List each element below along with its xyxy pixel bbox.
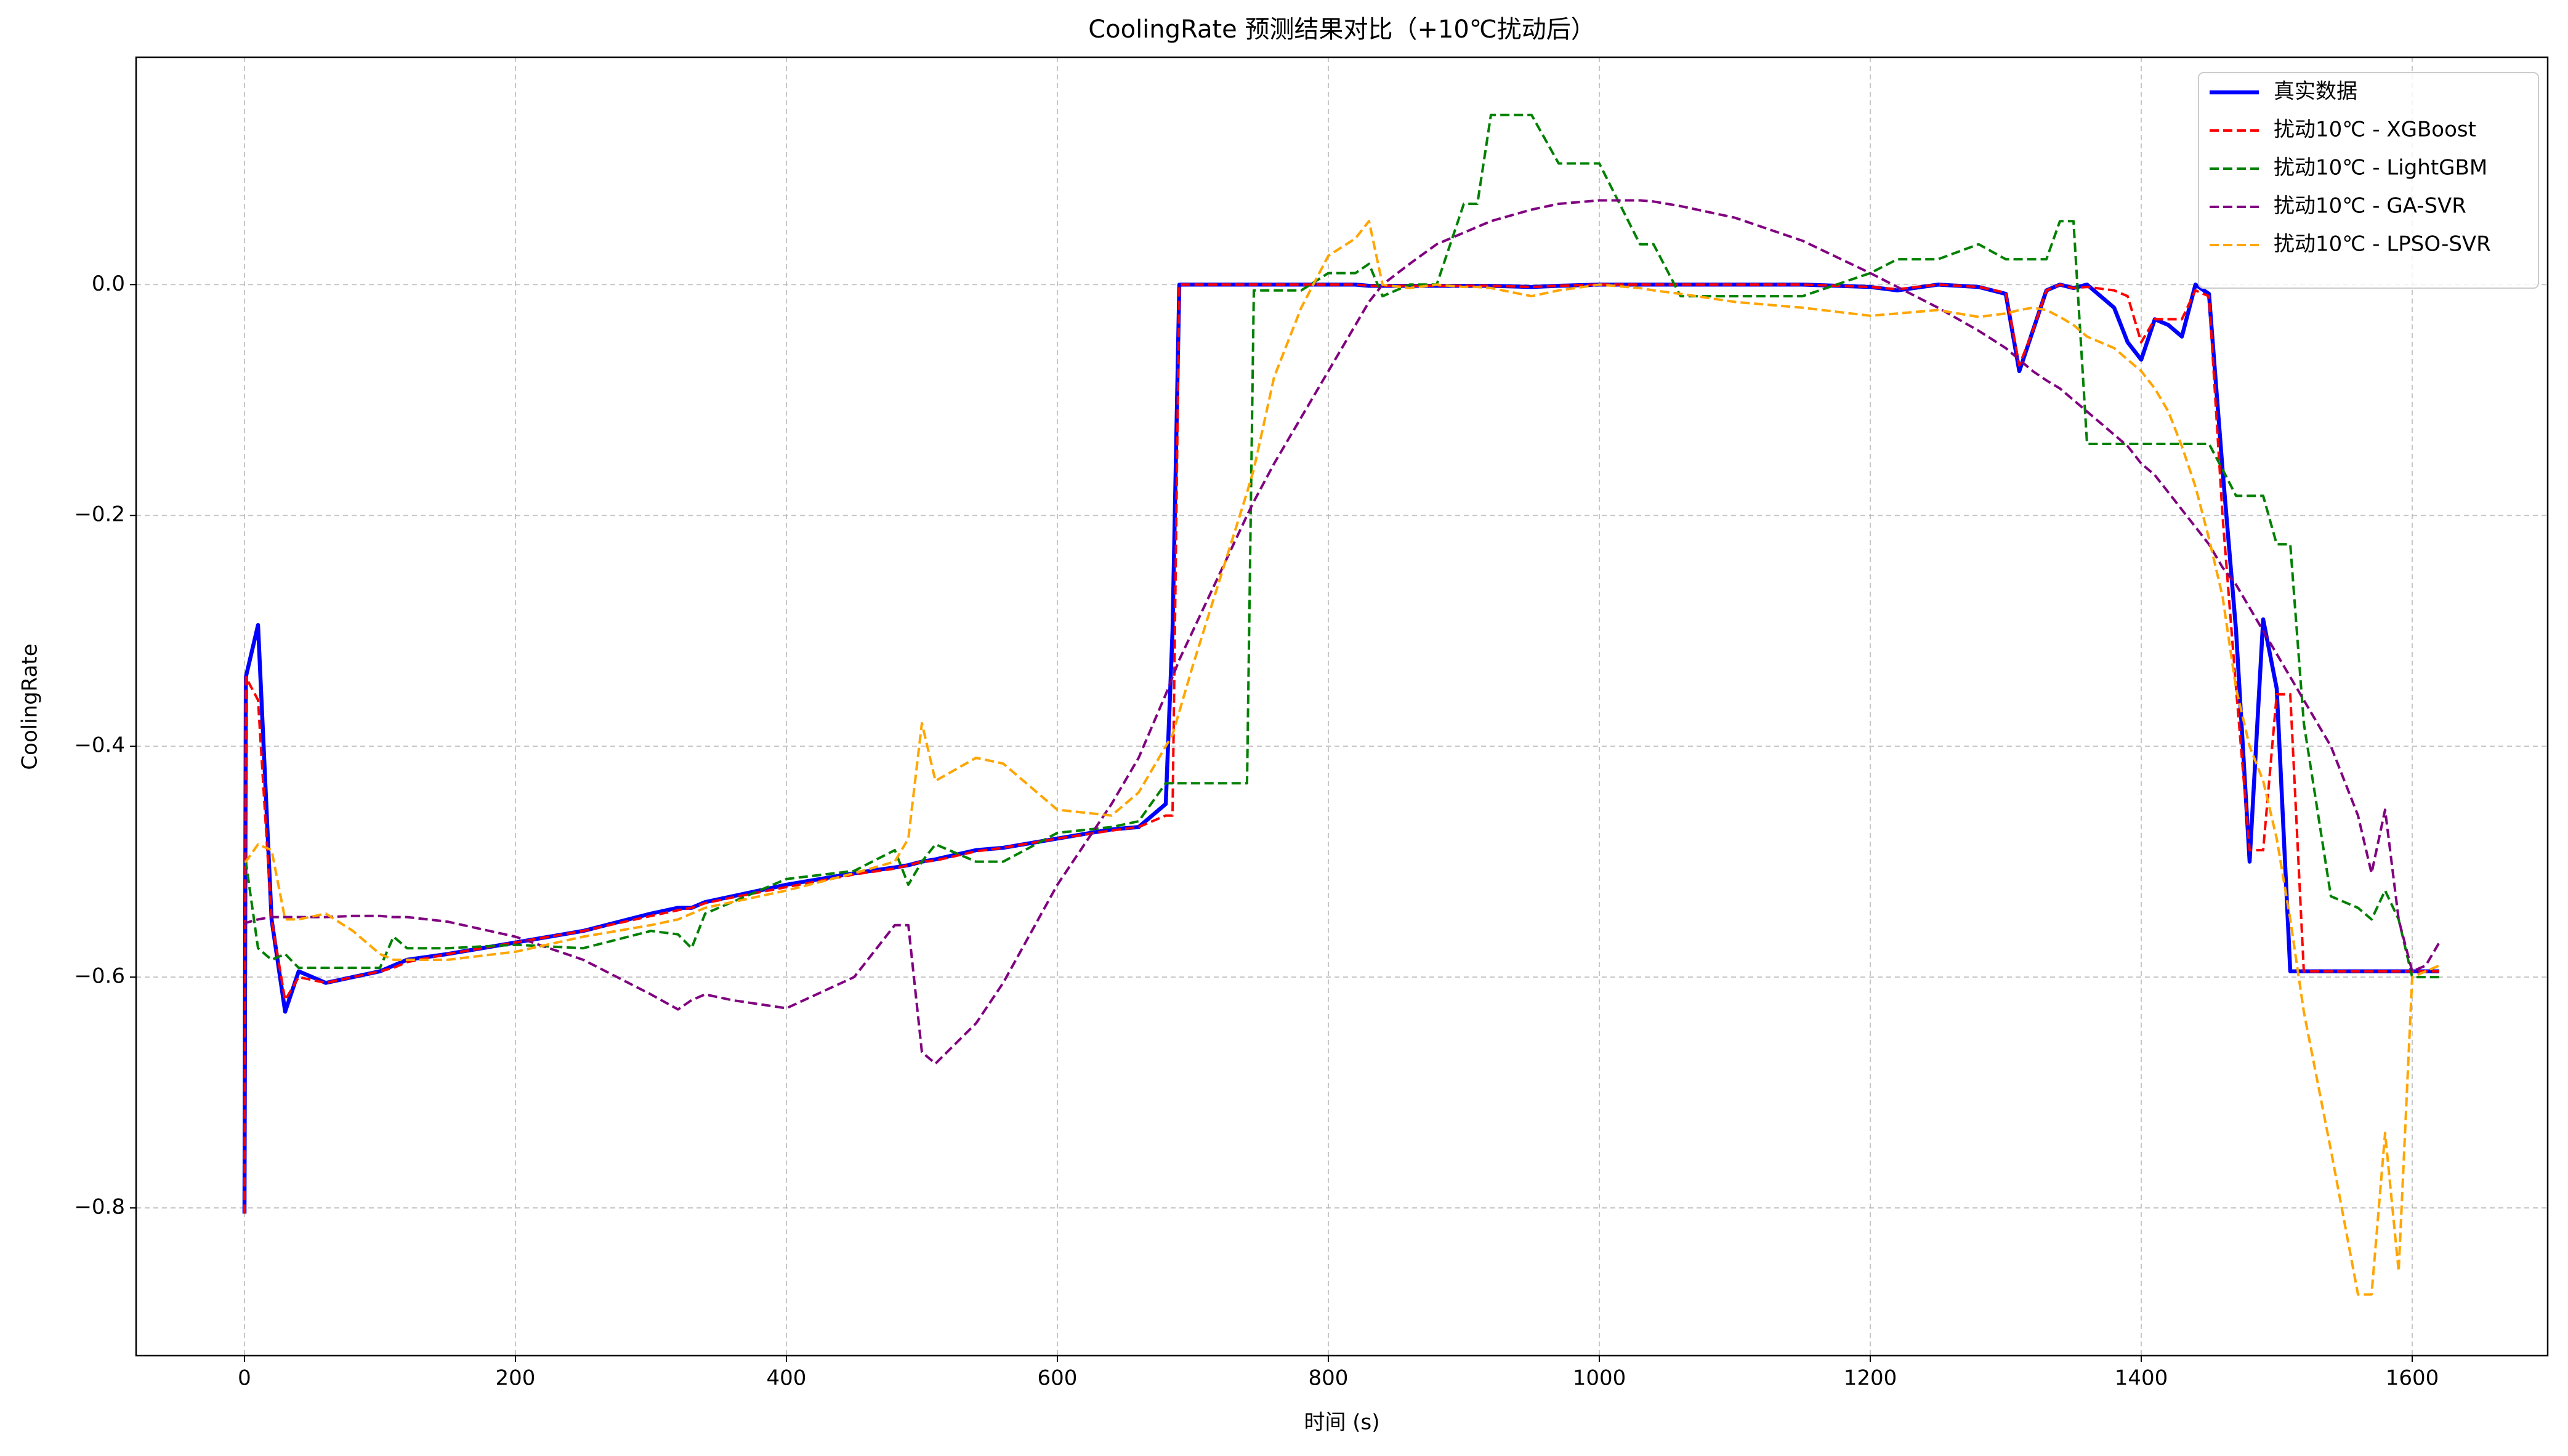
y-tick-label: 0.0 [92, 271, 125, 296]
x-tick-label: 0 [238, 1366, 251, 1391]
data-line [243, 199, 2441, 1065]
x-tick-label: 1600 [2386, 1366, 2439, 1391]
x-axis-label: 时间 (s) [1304, 1410, 1379, 1435]
y-tick-label: −0.2 [74, 502, 125, 527]
x-tick-label: 200 [496, 1366, 536, 1391]
plot-frame [135, 56, 2549, 1357]
x-tick-label: 1200 [1844, 1366, 1897, 1391]
data-line [244, 220, 2440, 1296]
y-tick-label: −0.6 [74, 964, 125, 989]
legend-label: 真实数据 [2274, 79, 2357, 104]
legend-label: 扰动10℃ - XGBoost [2274, 118, 2476, 142]
y-tick-label: −0.4 [74, 733, 125, 758]
data-line [244, 113, 2439, 979]
x-tick-label: 400 [767, 1366, 807, 1391]
legend-box [2198, 72, 2539, 289]
x-tick-label: 800 [1309, 1366, 1349, 1391]
legend-label: 扰动10℃ - GA-SVR [2274, 194, 2466, 219]
legend-label: 扰动10℃ - LPSO-SVR [2274, 232, 2491, 257]
y-tick-label: −0.8 [74, 1195, 125, 1220]
y-axis-label: CoolingRate [18, 643, 42, 770]
x-tick-label: 600 [1038, 1366, 1078, 1391]
x-tick-label: 1400 [2115, 1366, 2168, 1391]
chart-title: CoolingRate 预测结果对比（+10℃扰动后） [1088, 15, 1596, 44]
legend-label: 扰动10℃ - LightGBM [2274, 156, 2487, 180]
x-tick-label: 1000 [1573, 1366, 1626, 1391]
